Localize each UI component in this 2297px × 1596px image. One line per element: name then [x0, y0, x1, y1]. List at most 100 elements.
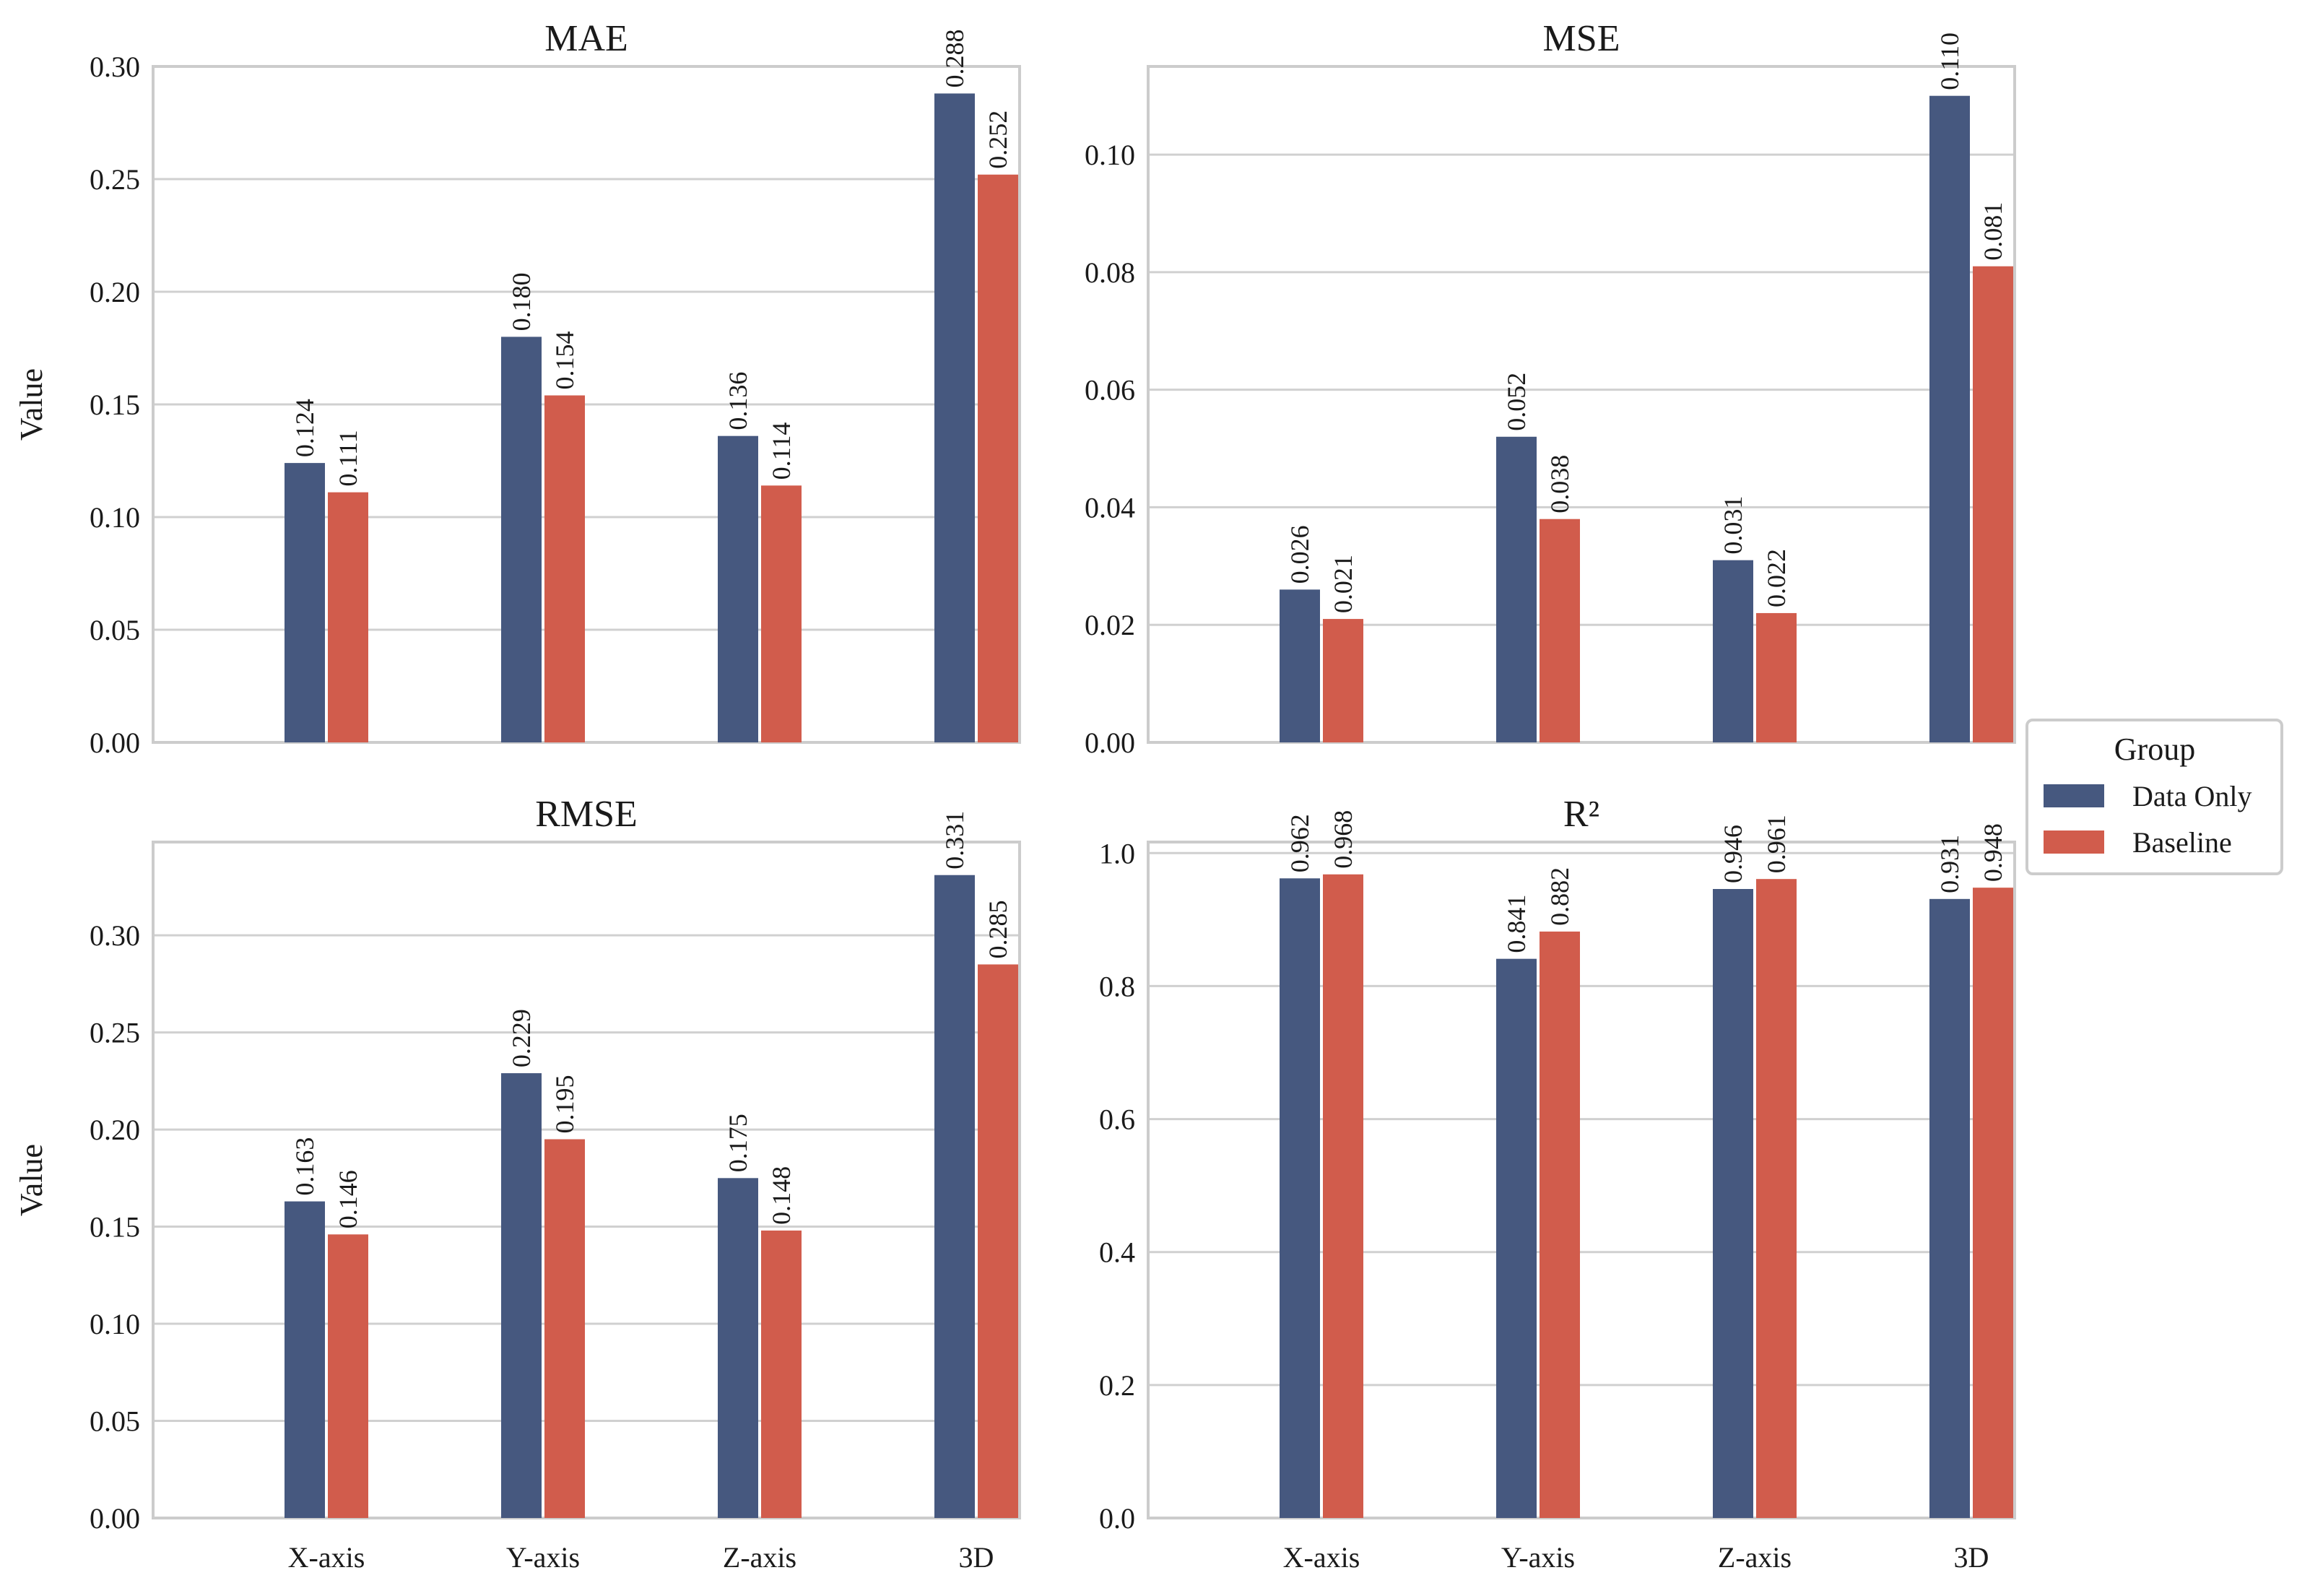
data-label: 0.195: [550, 1075, 579, 1134]
bar-data-only-x-axis: [1280, 589, 1320, 742]
data-label: 0.931: [1935, 835, 1964, 893]
bar-baseline-z-axis: [761, 1230, 802, 1518]
data-label: 0.148: [767, 1166, 796, 1225]
chart-panel-rmse: 0.00 0.05 0.10 0.15 0.20 0.25 0.30 RMSE Value 0.1…: [14, 794, 1021, 1574]
bar-data-only-y-axis: [501, 1073, 542, 1518]
bar-baseline-x-axis: [1323, 619, 1363, 742]
chart-title: MAE: [544, 18, 628, 59]
y-tick-label: 0.05: [90, 1405, 140, 1438]
data-label: 0.052: [1502, 373, 1531, 431]
legend-title: Group: [2114, 732, 2195, 767]
bar-data-only-3d: [1929, 95, 1970, 742]
data-label: 0.841: [1502, 895, 1531, 953]
bar-baseline-3d: [978, 964, 1018, 1518]
y-tick-label: 0.10: [90, 501, 140, 534]
bar-baseline-3d: [1973, 888, 2013, 1518]
y-tick-label: 0.25: [90, 1017, 140, 1049]
bar-baseline-3d: [1973, 266, 2013, 742]
legend-label-data-only: Data Only: [2132, 780, 2252, 812]
data-label: 0.288: [940, 29, 969, 87]
data-label: 0.180: [507, 272, 536, 331]
bar-baseline-y-axis: [1540, 519, 1580, 742]
y-tick-label: 0.15: [90, 389, 140, 421]
bar-baseline-x-axis: [1323, 874, 1363, 1518]
y-tick-label: 0.30: [90, 919, 140, 952]
y-tick-label: 0.10: [90, 1308, 140, 1340]
plot-frame: [152, 841, 1021, 1519]
data-label: 0.968: [1329, 810, 1358, 869]
bar-data-only-z-axis: [718, 1178, 758, 1518]
data-label: 0.022: [1762, 549, 1791, 607]
bar-baseline-y-axis: [544, 395, 585, 742]
bar-data-only-x-axis: [1280, 878, 1320, 1518]
bar-data-only-z-axis: [1713, 560, 1753, 742]
bar-baseline-x-axis: [328, 492, 368, 742]
bar-data-only-3d: [934, 93, 975, 742]
chart-panel-mse: 0.00 0.02 0.04 0.06 0.08 0.10 MSE 0.026 0.021 0.0…: [1085, 18, 2016, 759]
y-tick-label: 0.10: [1085, 139, 1135, 171]
y-tick-label: 0.00: [1085, 727, 1135, 759]
legend-frame: [2025, 719, 2283, 875]
chart-panel-r: 0.0 0.2 0.4 0.6 0.8 1.0 R² 0.962 0.968 X-axis 0.84…: [1099, 794, 2016, 1574]
legend-swatch-baseline: [2044, 830, 2104, 854]
legend-swatch-data-only: [2044, 784, 2104, 807]
bar-baseline-z-axis: [1756, 612, 1797, 742]
y-axis-label: Value: [14, 368, 49, 441]
y-tick-label: 0.15: [90, 1211, 140, 1244]
bar-baseline-z-axis: [761, 485, 802, 742]
chart-title: RMSE: [535, 794, 638, 835]
x-tick-label: Y-axis: [506, 1541, 580, 1574]
data-label: 0.021: [1329, 555, 1358, 613]
data-label: 0.882: [1545, 867, 1574, 926]
bar-baseline-3d: [978, 174, 1018, 742]
legend: Group Data Only Baseline: [2025, 719, 2283, 875]
y-tick-label: 0.30: [90, 51, 140, 83]
bar-data-only-3d: [1929, 898, 1970, 1518]
data-label: 0.136: [724, 372, 752, 430]
data-label: 0.110: [1935, 32, 1964, 90]
data-label: 0.111: [334, 430, 362, 486]
plot-frame: [1147, 841, 2016, 1519]
plot-frame: [152, 65, 1021, 744]
y-tick-label: 0.20: [90, 1114, 140, 1146]
plot-frame: [1147, 65, 2016, 744]
data-label: 0.948: [1979, 823, 2007, 882]
bar-data-only-y-axis: [501, 337, 542, 742]
y-tick-label: 0.8: [1099, 970, 1135, 1002]
bar-baseline-y-axis: [1540, 931, 1580, 1518]
y-tick-label: 0.06: [1085, 374, 1135, 407]
x-tick-label: 3D: [1954, 1541, 1989, 1574]
y-tick-label: 0.0: [1099, 1502, 1135, 1535]
x-tick-label: Z-axis: [723, 1541, 796, 1574]
y-tick-label: 0.00: [90, 1502, 140, 1535]
x-tick-label: X-axis: [288, 1541, 365, 1574]
data-label: 0.285: [984, 900, 1012, 958]
legend-label-baseline: Baseline: [2132, 826, 2232, 859]
x-tick-label: Z-axis: [1718, 1541, 1792, 1574]
data-label: 0.146: [334, 1170, 362, 1228]
data-label: 0.026: [1285, 525, 1314, 584]
data-label: 0.961: [1762, 815, 1791, 873]
y-tick-label: 0.02: [1085, 609, 1135, 641]
bar-data-only-x-axis: [285, 463, 325, 742]
x-tick-label: X-axis: [1283, 1541, 1360, 1574]
data-label: 0.331: [940, 811, 969, 869]
data-label: 0.124: [290, 399, 319, 457]
x-tick-label: Y-axis: [1501, 1541, 1575, 1574]
data-label: 0.946: [1719, 825, 1747, 883]
bar-data-only-y-axis: [1496, 436, 1537, 742]
data-label: 0.081: [1979, 202, 2007, 261]
data-label: 0.031: [1719, 496, 1747, 555]
bar-baseline-x-axis: [328, 1234, 368, 1518]
data-label: 0.962: [1285, 814, 1314, 872]
y-tick-label: 0.25: [90, 163, 140, 196]
bar-data-only-z-axis: [718, 435, 758, 742]
y-tick-label: 1.0: [1099, 837, 1135, 869]
chart-panel-mae: 0.00 0.05 0.10 0.15 0.20 0.25 0.30 MAE Value 0.12…: [14, 18, 1021, 759]
data-label: 0.154: [550, 331, 579, 390]
bar-data-only-z-axis: [1713, 889, 1753, 1518]
bar-data-only-3d: [934, 875, 975, 1518]
chart-title: MSE: [1543, 18, 1620, 59]
y-tick-label: 0.6: [1099, 1103, 1135, 1136]
